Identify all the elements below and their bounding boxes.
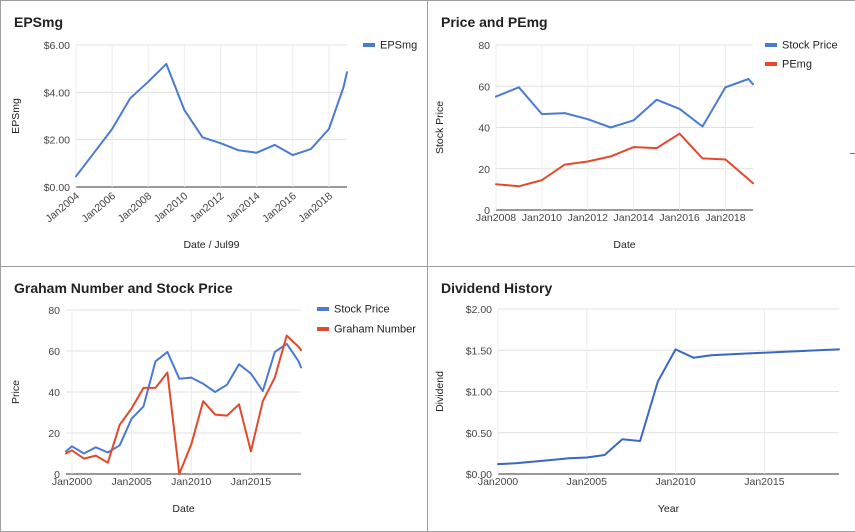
x-tick-label: Jan2012 xyxy=(188,190,227,225)
x-tick-label: Jan2010 xyxy=(152,190,191,225)
series-line-graham-number xyxy=(65,334,302,475)
x-tick-label: Jan2010 xyxy=(171,476,211,488)
legend-swatch-epsmg xyxy=(363,43,375,47)
y-tick-label: $0.00 xyxy=(466,469,492,481)
x-tick-label: Jan2015 xyxy=(744,476,784,488)
x-tick-label: Jan2015 xyxy=(231,476,271,488)
x-tick-label: Jan2008 xyxy=(116,190,155,225)
x-tick-label: Jan2010 xyxy=(522,212,562,224)
graham-chart: 0 20 40 60 80 Jan2000 Jan2005 Jan2010 Jan2015 Dat… xyxy=(10,304,416,516)
y-tick-label: $2.00 xyxy=(44,135,70,147)
y-axis-title: Price xyxy=(10,380,22,404)
graham-chart-title: Graham Number and Stock Price xyxy=(14,280,233,296)
series-line-pemg xyxy=(495,132,754,188)
x-axis-title: Date xyxy=(172,503,194,515)
y-tick-label: $0.00 xyxy=(44,182,70,194)
y-tick-label: $0.50 xyxy=(466,428,492,440)
y-tick-label: 40 xyxy=(48,387,60,399)
y-tick-label: $4.00 xyxy=(44,87,70,99)
y-tick-label: $1.00 xyxy=(466,387,492,399)
x-axis-title: Date / Jul99 xyxy=(183,239,239,251)
y-tick-label: $2.00 xyxy=(466,304,492,316)
y-tick-label: $6.00 xyxy=(44,40,70,52)
y-axis-title: Stock Price xyxy=(434,101,446,154)
y-tick-label: $1.50 xyxy=(466,345,492,357)
y-tick-label: 0 xyxy=(484,205,490,217)
x-tick-label: Jan2018 xyxy=(705,212,745,224)
graham-chart-panel: Graham Number and Stock Price 0 20 40 60 80 J… xyxy=(0,266,428,532)
y-tick-label: 80 xyxy=(478,40,490,52)
legend-label-graham-number: Graham Number xyxy=(334,324,416,336)
dividend-chart-title: Dividend History xyxy=(441,280,553,296)
price-pe-chart-panel: Price and PEmg 0 20 40 60 80 Jan2008 Jan2010 Ja… xyxy=(427,0,855,267)
series-line-stock-price xyxy=(65,342,302,455)
eps-chart-title: EPSmg xyxy=(14,14,64,30)
x-tick-label: Jan2005 xyxy=(111,476,151,488)
legend-swatch-stock-price xyxy=(765,43,777,47)
x-axis-title: Year xyxy=(658,503,680,515)
price-pe-chart-title: Price and PEmg xyxy=(441,14,548,30)
y-tick-label: 60 xyxy=(478,81,490,93)
series-line-epsmg xyxy=(75,62,348,178)
legend-label-stock-price: Stock Price xyxy=(334,304,390,316)
legend-label-pemg: PEmg xyxy=(782,59,812,71)
edge-line-fragment xyxy=(850,153,855,154)
y-axis-title: EPSmg xyxy=(10,98,22,134)
y-tick-label: 20 xyxy=(478,164,490,176)
x-axis-title: Date xyxy=(613,239,635,251)
series-line-stock-price xyxy=(495,78,754,129)
x-tick-label: Jan2006 xyxy=(79,190,118,225)
legend-label-epsmg: EPSmg xyxy=(380,40,417,52)
legend-swatch-pemg xyxy=(765,62,777,66)
x-tick-label: Jan2008 xyxy=(476,212,516,224)
x-tick-label: Jan2005 xyxy=(567,476,607,488)
x-tick-label: Jan2014 xyxy=(614,212,654,224)
x-tick-label: Jan2000 xyxy=(52,476,92,488)
x-tick-label: Jan2012 xyxy=(568,212,608,224)
x-tick-label: Jan2016 xyxy=(659,212,699,224)
eps-chart-panel: EPSmg $0.00 $2.00 $4.00 $6.00 Jan2004 Jan2006… xyxy=(0,0,428,267)
x-tick-label: Jan2004 xyxy=(43,190,82,225)
y-tick-label: 60 xyxy=(48,346,60,358)
x-tick-label: Jan2000 xyxy=(478,476,518,488)
y-tick-label: 0 xyxy=(54,469,60,481)
x-tick-label: Jan2010 xyxy=(655,476,695,488)
eps-chart: $0.00 $2.00 $4.00 $6.00 Jan2004Jan2006Jan200… xyxy=(10,40,417,252)
dividend-chart-panel: Dividend History $0.00 $0.50 $1.00 $1.50 $2.… xyxy=(427,266,855,532)
legend-label-stock-price: Stock Price xyxy=(782,40,838,52)
legend-swatch-graham-number xyxy=(317,327,329,331)
y-tick-label: 40 xyxy=(478,123,490,135)
legend-swatch-stock-price xyxy=(317,307,329,311)
dividend-chart: $0.00 $0.50 $1.00 $1.50 $2.00 Jan2000 Jan2005 J… xyxy=(434,304,840,515)
series-line-dividend xyxy=(497,348,840,466)
y-axis-title: Dividend xyxy=(434,371,446,412)
x-tick-label: Jan2016 xyxy=(260,190,299,225)
x-tick-label: Jan2018 xyxy=(296,190,335,225)
y-tick-label: 20 xyxy=(48,428,60,440)
y-tick-label: 80 xyxy=(48,305,60,317)
x-tick-label: Jan2014 xyxy=(224,190,263,225)
price-pe-chart: 0 20 40 60 80 Jan2008 Jan2010 Jan2012 Jan2014 Jan… xyxy=(434,40,838,252)
